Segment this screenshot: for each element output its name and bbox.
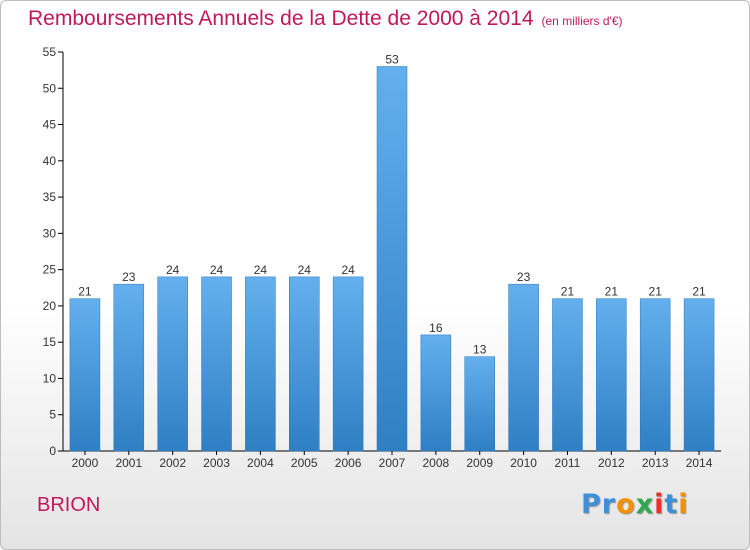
y-tick-label: 30 [43, 226, 57, 240]
bar-2009 [464, 356, 495, 452]
logo-letter: t [664, 489, 679, 520]
y-tick-label: 50 [43, 81, 57, 95]
bar-value-label: 21 [692, 285, 706, 299]
logo-letter: x [635, 489, 655, 520]
proxiti-logo: Proxiti [581, 489, 689, 520]
y-tick-label: 40 [43, 154, 57, 168]
x-tick-label: 2013 [642, 456, 669, 470]
chart-title-block: Remboursements Annuels de la Dette de 20… [28, 7, 623, 31]
bar-2012 [596, 298, 627, 452]
bar-value-label: 24 [341, 263, 355, 277]
bar-2013 [639, 298, 671, 452]
chart-title: Remboursements Annuels de la Dette de 20… [28, 7, 534, 30]
bar-value-label: 23 [517, 270, 531, 284]
bar-2003 [201, 276, 232, 452]
y-tick-label: 0 [49, 444, 56, 458]
bar-value-label: 13 [473, 343, 487, 357]
x-tick-label: 2007 [379, 456, 406, 470]
bar-2008 [420, 334, 452, 452]
bar-2002 [157, 276, 188, 452]
bar-2010 [508, 283, 539, 452]
x-tick-label: 2012 [598, 456, 625, 470]
x-tick-label: 2000 [72, 456, 99, 470]
bar-value-label: 24 [254, 263, 268, 277]
bar-2005 [289, 276, 320, 452]
x-tick-label: 2006 [335, 456, 362, 470]
x-tick-label: 2004 [247, 456, 274, 470]
x-tick-label: 2003 [203, 456, 230, 470]
commune-name: BRION [37, 494, 101, 516]
logo-letter: i [678, 489, 689, 520]
bar-2011 [552, 298, 583, 452]
logo-letter: o [616, 489, 636, 520]
bar-value-label: 21 [78, 285, 92, 299]
bar-value-label: 23 [122, 270, 136, 284]
bar-value-label: 24 [210, 263, 224, 277]
chart-unit: (en milliers d'€) [541, 14, 623, 28]
bar-2001 [113, 283, 145, 452]
bar-value-label: 24 [166, 263, 180, 277]
x-tick-label: 2009 [466, 456, 493, 470]
y-tick-label: 5 [49, 408, 56, 422]
x-tick-label: 2008 [423, 456, 450, 470]
x-tick-label: 2001 [115, 456, 142, 470]
logo-letter: P [581, 489, 602, 520]
x-tick-label: 2002 [159, 456, 186, 470]
y-tick-label: 15 [43, 335, 57, 349]
logo-letter: i [654, 489, 665, 520]
bar-value-label: 21 [605, 285, 619, 299]
y-tick-label: 20 [43, 299, 57, 313]
bar-value-label: 21 [649, 285, 663, 299]
y-tick-label: 45 [43, 118, 57, 132]
y-tick-label: 25 [43, 263, 57, 277]
y-tick-label: 10 [43, 371, 57, 385]
y-tick-label: 55 [43, 45, 57, 59]
bar-2000 [69, 298, 101, 452]
bar-value-label: 24 [298, 263, 312, 277]
x-tick-label: 2011 [555, 456, 581, 470]
bar-2004 [245, 276, 276, 452]
bar-value-label: 21 [561, 285, 575, 299]
logo-letter: r [601, 489, 617, 520]
bar-2006 [332, 276, 364, 452]
x-tick-label: 2005 [291, 456, 318, 470]
bar-2007 [376, 66, 408, 452]
bar-value-label: 16 [429, 321, 443, 335]
bar-2014 [683, 298, 715, 452]
x-tick-label: 2010 [510, 456, 537, 470]
bar-value-label: 53 [385, 53, 399, 67]
y-tick-label: 35 [43, 190, 57, 204]
x-tick-label: 2014 [686, 456, 713, 470]
